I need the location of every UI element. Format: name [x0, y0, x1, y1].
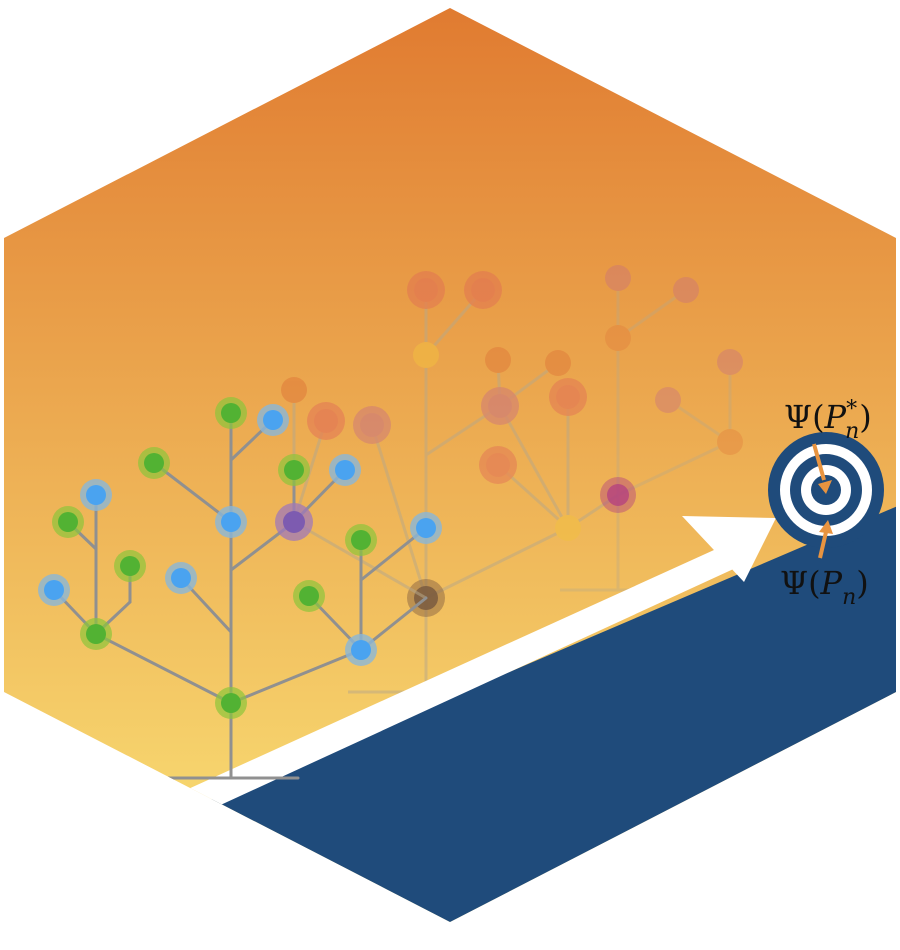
arrow-up-right-icon [186, 516, 776, 808]
main-tree [38, 397, 442, 780]
current-pointer-arrow [818, 520, 833, 559]
label-optimal-sub: n [845, 419, 859, 444]
label-current-sub: n [842, 585, 856, 610]
label-optimal-psi: Ψ [784, 398, 812, 436]
label-optimal-sup: * [846, 397, 857, 422]
faded-tree-left [281, 377, 427, 600]
label-optimal-var: P [824, 398, 847, 436]
faded-tree-right [560, 265, 743, 592]
label-current-target: Ψ(Pn) [780, 564, 869, 610]
green-nodes [52, 397, 377, 719]
blue-nodes [38, 404, 442, 666]
optimal-pointer-arrow [812, 443, 832, 494]
label-optimal-target: Ψ(P* n) [784, 397, 872, 444]
label-current-psi: Ψ [780, 564, 808, 602]
label-current-var: P [820, 564, 843, 602]
purple-node [275, 503, 313, 541]
